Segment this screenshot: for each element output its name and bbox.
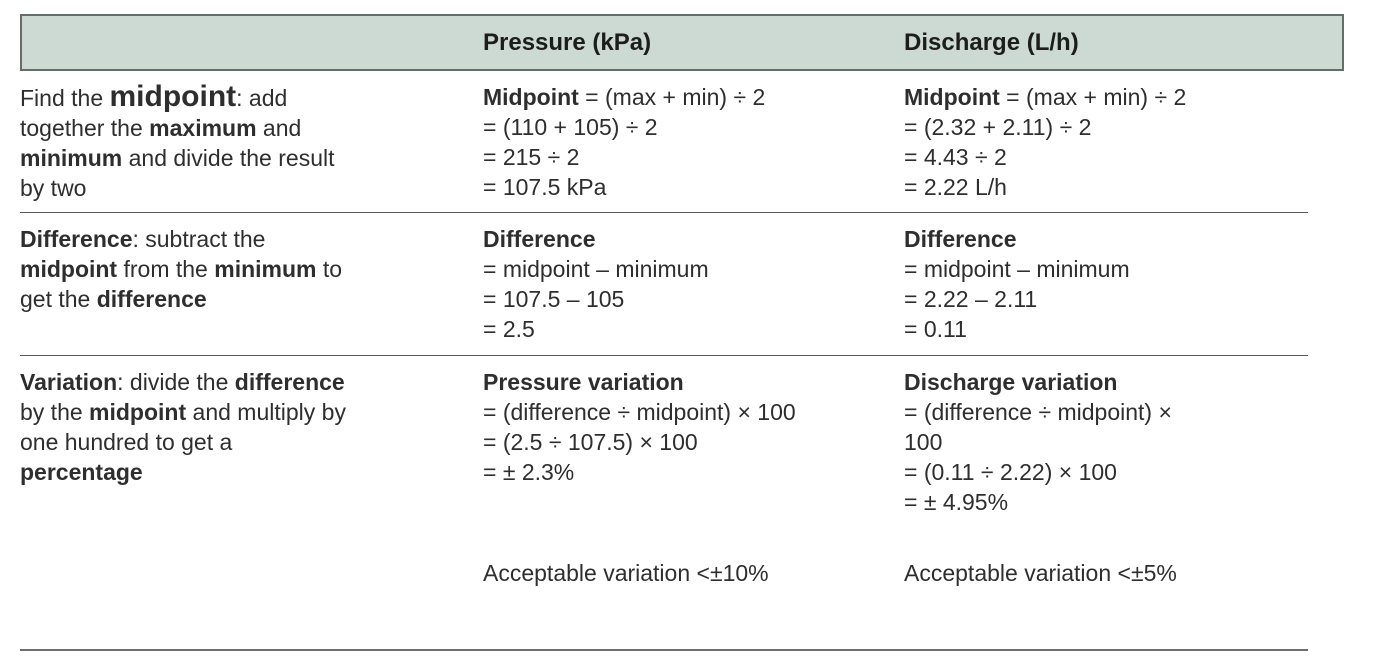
- instruction-text: : divide the: [117, 369, 235, 395]
- formula-line: = ± 4.95%: [904, 489, 1009, 515]
- formula-line: = (2.32 + 2.11) ÷ 2: [904, 114, 1092, 140]
- acceptable-variation-note: Acceptable variation <±10%: [483, 560, 769, 586]
- keyword-maximum: maximum: [149, 115, 257, 141]
- instruction-text: together the: [20, 115, 150, 141]
- table-header-row: Pressure (kPa) Discharge (L/h): [20, 14, 1344, 71]
- discharge-cell: Difference = midpoint – minimum = 2.22 –…: [904, 224, 1308, 355]
- instruction-text: get the: [20, 286, 97, 312]
- formula-line: = 215 ÷ 2: [483, 144, 580, 170]
- table-row-variation: Variation: divide the difference by the …: [20, 355, 1308, 651]
- keyword-midpoint: midpoint: [89, 399, 187, 425]
- table-body: Find the midpoint: add together the maxi…: [20, 71, 1308, 651]
- formula-title: Midpoint: [483, 84, 579, 110]
- formula-line: = 107.5 kPa: [483, 174, 607, 200]
- header-cell-pressure: Pressure (kPa): [483, 28, 652, 56]
- table-row-difference: Difference: subtract the midpoint from t…: [20, 212, 1308, 355]
- keyword-midpoint: midpoint: [20, 256, 118, 282]
- instruction-text: and multiply by: [186, 399, 346, 425]
- keyword-difference: difference: [96, 286, 207, 312]
- pressure-cell: Difference = midpoint – minimum = 107.5 …: [483, 224, 904, 355]
- formula-line: = (difference ÷ midpoint) ×: [904, 399, 1172, 425]
- keyword-variation: Variation: [20, 369, 118, 395]
- formula-line: = (110 + 105) ÷ 2: [483, 114, 658, 140]
- instruction-text: and: [256, 115, 302, 141]
- acceptable-variation-note: Acceptable variation <±5%: [904, 560, 1177, 586]
- keyword-midpoint: midpoint: [109, 80, 237, 113]
- variation-table: Pressure (kPa) Discharge (L/h) Find the …: [20, 14, 1344, 651]
- instruction-text: and divide the result: [122, 145, 335, 171]
- formula-line: = 0.11: [904, 316, 967, 342]
- formula-line: = 2.22 – 2.11: [904, 286, 1038, 312]
- instruction-cell: Variation: divide the difference by the …: [20, 367, 483, 649]
- pressure-cell: Midpoint = (max + min) ÷ 2 = (110 + 105)…: [483, 82, 904, 212]
- formula-title: Midpoint: [904, 84, 1000, 110]
- instruction-text: by two: [20, 175, 87, 201]
- formula-text: = (max + min) ÷ 2: [999, 84, 1187, 110]
- formula-line: = 2.22 L/h: [904, 174, 1007, 200]
- instruction-text: one hundred to get a: [20, 429, 233, 455]
- formula-line: = midpoint – minimum: [904, 256, 1130, 282]
- formula-line: = (2.5 ÷ 107.5) × 100: [483, 429, 698, 455]
- formula-title: Pressure variation: [483, 369, 684, 395]
- table-row-midpoint: Find the midpoint: add together the maxi…: [20, 71, 1308, 212]
- formula-line: = 4.43 ÷ 2: [904, 144, 1007, 170]
- discharge-cell: Midpoint = (max + min) ÷ 2 = (2.32 + 2.1…: [904, 82, 1308, 212]
- instruction-text: from the: [117, 256, 215, 282]
- pressure-cell: Pressure variation = (difference ÷ midpo…: [483, 367, 904, 649]
- instruction-cell: Find the midpoint: add together the maxi…: [20, 82, 483, 212]
- keyword-minimum: minimum: [214, 256, 317, 282]
- keyword-difference: Difference: [20, 226, 133, 252]
- formula-title: Difference: [904, 226, 1017, 252]
- formula-line: = midpoint – minimum: [483, 256, 709, 282]
- formula-text: = (max + min) ÷ 2: [578, 84, 766, 110]
- instruction-text: : subtract the: [132, 226, 266, 252]
- formula-line: = (0.11 ÷ 2.22) × 100: [904, 459, 1117, 485]
- instruction-text: by the: [20, 399, 90, 425]
- formula-line: = 107.5 – 105: [483, 286, 625, 312]
- formula-line: = (difference ÷ midpoint) × 100: [483, 399, 796, 425]
- instruction-cell: Difference: subtract the midpoint from t…: [20, 224, 483, 355]
- instruction-text: to: [316, 256, 343, 282]
- instruction-text: : add: [236, 85, 288, 111]
- formula-title: Discharge variation: [904, 369, 1118, 395]
- keyword-percentage: percentage: [20, 459, 143, 485]
- formula-line: = ± 2.3%: [483, 459, 575, 485]
- header-cell-discharge: Discharge (L/h): [904, 28, 1079, 56]
- formula-line: 100: [904, 429, 943, 455]
- keyword-difference: difference: [234, 369, 345, 395]
- formula-line: = 2.5: [483, 316, 535, 342]
- keyword-minimum: minimum: [20, 145, 123, 171]
- formula-title: Difference: [483, 226, 596, 252]
- discharge-cell: Discharge variation = (difference ÷ midp…: [904, 367, 1308, 649]
- instruction-text: Find the: [20, 85, 110, 111]
